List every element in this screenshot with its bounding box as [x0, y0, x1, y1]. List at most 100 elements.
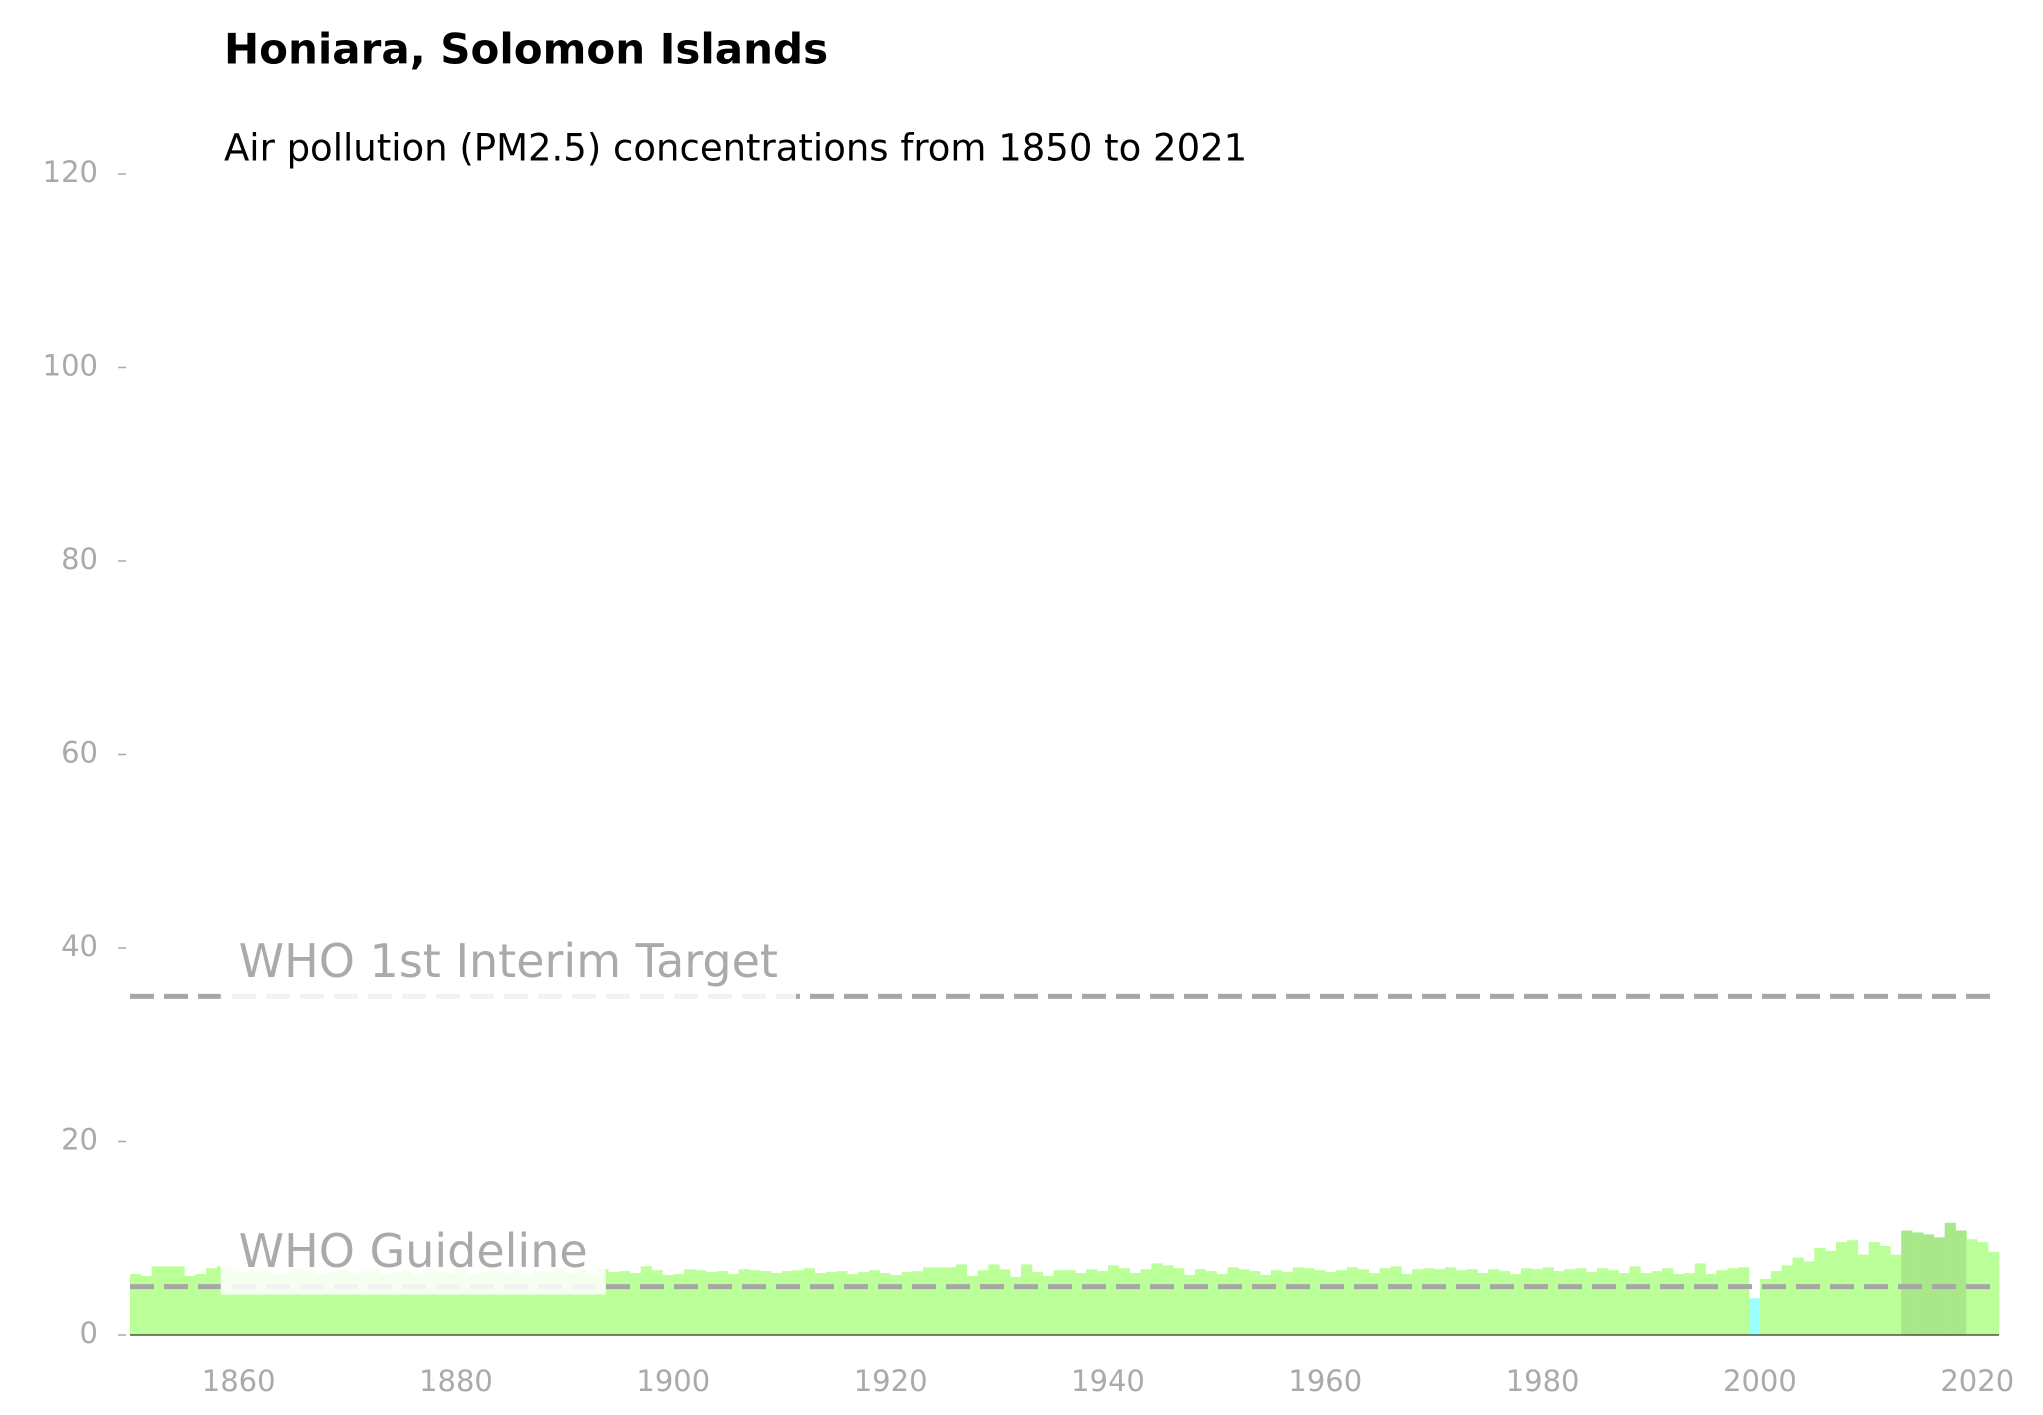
bar — [1857, 1254, 1869, 1335]
bar — [1140, 1269, 1152, 1335]
bar — [303, 1270, 316, 1335]
bar — [1064, 1270, 1076, 1335]
x-tick-label: 2000 — [1723, 1364, 1797, 1398]
bar — [1922, 1234, 1935, 1335]
bar — [923, 1267, 935, 1335]
bar — [814, 1273, 826, 1335]
bar — [1270, 1270, 1283, 1335]
bar — [803, 1268, 815, 1335]
y-tick-label: 40 — [61, 929, 98, 963]
bar — [1379, 1268, 1391, 1335]
bar — [423, 1269, 435, 1335]
y-tick-label: 0 — [80, 1316, 98, 1350]
x-tick-label: 1920 — [854, 1364, 928, 1398]
bar — [1716, 1270, 1728, 1335]
bar — [369, 1268, 381, 1335]
bar — [477, 1272, 489, 1335]
bar — [1749, 1298, 1761, 1335]
bar — [1249, 1271, 1261, 1335]
bar — [206, 1268, 218, 1335]
bar — [1944, 1222, 1956, 1335]
bar — [184, 1275, 196, 1335]
bar — [1510, 1274, 1522, 1335]
bar — [1564, 1269, 1576, 1335]
bar — [1879, 1245, 1891, 1335]
bar — [542, 1272, 555, 1335]
bar — [1673, 1274, 1685, 1335]
bar — [1455, 1270, 1467, 1335]
bar — [629, 1273, 642, 1335]
label-background — [220, 1220, 606, 1295]
bar — [1412, 1269, 1424, 1335]
bar — [553, 1268, 565, 1335]
bar — [1912, 1232, 1924, 1335]
bar — [738, 1269, 750, 1335]
bar — [781, 1271, 794, 1335]
bar — [825, 1272, 837, 1335]
bar — [336, 1269, 348, 1335]
bar — [1205, 1271, 1217, 1335]
bar — [1423, 1268, 1435, 1335]
bar — [227, 1268, 239, 1335]
bar — [836, 1271, 848, 1335]
bar — [575, 1270, 587, 1335]
bar — [488, 1270, 500, 1335]
y-tick-label: 100 — [43, 349, 98, 383]
bar — [325, 1272, 337, 1335]
bar — [162, 1266, 174, 1335]
bar — [347, 1273, 359, 1335]
bar — [1770, 1271, 1782, 1335]
bar — [944, 1267, 957, 1335]
bar — [1607, 1270, 1619, 1335]
bar — [651, 1270, 663, 1335]
bar — [1031, 1272, 1044, 1335]
bar — [1303, 1268, 1315, 1335]
bar — [1499, 1271, 1511, 1335]
x-tick-label: 1980 — [1506, 1364, 1580, 1398]
x-tick-label: 1960 — [1288, 1364, 1362, 1398]
bar — [934, 1267, 946, 1335]
bar — [195, 1274, 207, 1335]
bar — [238, 1272, 250, 1335]
y-tick-label: 80 — [61, 542, 98, 576]
x-tick-label: 2020 — [1940, 1364, 2014, 1398]
bar — [1194, 1269, 1207, 1335]
bar — [1010, 1276, 1022, 1335]
bar — [640, 1266, 652, 1335]
chart-subtitle: Air pollution (PM2.5) concentrations fro… — [224, 127, 1247, 170]
bar — [1238, 1269, 1250, 1335]
bar — [1314, 1270, 1326, 1335]
bar — [282, 1273, 294, 1335]
reference-label: WHO 1st Interim Target — [239, 934, 778, 988]
y-tick-label: 60 — [61, 736, 98, 770]
bar — [1433, 1269, 1446, 1335]
bar — [1260, 1275, 1272, 1335]
bar — [1042, 1275, 1054, 1335]
bar — [1781, 1265, 1793, 1335]
bar — [1162, 1265, 1174, 1335]
bar — [1021, 1264, 1033, 1335]
bar — [1629, 1266, 1641, 1335]
label-background — [220, 929, 796, 1005]
bar — [977, 1270, 989, 1335]
bar — [499, 1273, 511, 1335]
bar — [673, 1274, 685, 1335]
bar — [1107, 1265, 1120, 1335]
bar — [1336, 1270, 1348, 1335]
bar — [140, 1275, 153, 1335]
bar — [1227, 1267, 1239, 1335]
y-tick-label: 20 — [61, 1123, 98, 1157]
bar — [1466, 1269, 1478, 1335]
bar — [434, 1271, 446, 1335]
bar — [608, 1272, 620, 1335]
bar — [1803, 1261, 1815, 1335]
bar — [988, 1264, 1000, 1335]
bar — [792, 1270, 805, 1335]
bar — [1705, 1274, 1717, 1335]
bar — [955, 1264, 968, 1335]
bar — [727, 1274, 739, 1335]
bar — [412, 1275, 424, 1335]
bar — [586, 1274, 598, 1335]
bar — [130, 1274, 142, 1335]
